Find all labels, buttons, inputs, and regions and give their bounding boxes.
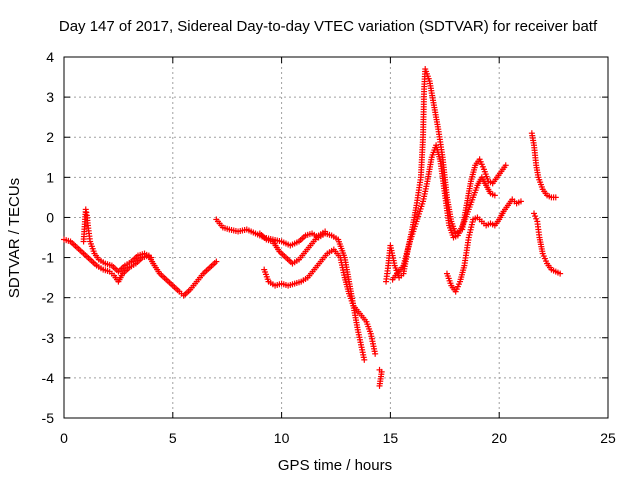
y-tick-label: 4 bbox=[46, 49, 54, 65]
y-tick-label: -4 bbox=[42, 370, 55, 386]
data-point-segment-e bbox=[552, 194, 559, 201]
data-point-segment-e2 bbox=[532, 213, 539, 220]
y-tick-label: 0 bbox=[46, 209, 54, 225]
y-axis-label: SDTVAR / TECUs bbox=[6, 178, 23, 298]
data-point-segment-b2 bbox=[372, 350, 379, 357]
x-axis-label: GPS time / hours bbox=[278, 457, 392, 474]
data-point-segment-b bbox=[361, 356, 368, 363]
y-tick-label: 2 bbox=[46, 129, 54, 145]
x-tick-label: 25 bbox=[600, 430, 616, 446]
grid-lines bbox=[64, 57, 608, 418]
y-tick-label: -1 bbox=[42, 250, 55, 266]
x-tick-labels: 0 5 10 15 20 25 bbox=[60, 430, 616, 446]
x-tick-label: 20 bbox=[491, 430, 507, 446]
data-point-segment-e2 bbox=[533, 215, 540, 222]
data-point-segment-d bbox=[502, 162, 509, 169]
data-point-segment-d3 bbox=[517, 198, 524, 205]
x-tick-label: 0 bbox=[60, 430, 68, 446]
x-tick-label: 5 bbox=[169, 430, 177, 446]
axis-ticks bbox=[63, 56, 609, 419]
data-points bbox=[61, 66, 564, 389]
data-point-segment-e2 bbox=[531, 210, 538, 217]
y-tick-label: 1 bbox=[46, 169, 54, 185]
y-tick-labels: -5 -4 -3 -2 -1 0 1 2 3 4 bbox=[42, 49, 55, 426]
data-point-segment-d2 bbox=[491, 192, 498, 199]
x-tick-label: 15 bbox=[383, 430, 399, 446]
y-tick-label: -5 bbox=[42, 410, 55, 426]
x-tick-label: 10 bbox=[274, 430, 290, 446]
y-tick-label: -2 bbox=[42, 290, 55, 306]
y-tick-label: -3 bbox=[42, 330, 55, 346]
chart-title: Day 147 of 2017, Sidereal Day-to-day VTE… bbox=[59, 18, 598, 35]
data-point-segment-e2 bbox=[557, 270, 564, 277]
data-point-segment-a2 bbox=[148, 254, 155, 261]
data-point-segment-b3 bbox=[322, 228, 329, 235]
data-point-segment-a bbox=[213, 258, 220, 265]
data-point-segment-c bbox=[376, 382, 383, 389]
y-tick-label: 3 bbox=[46, 89, 54, 105]
